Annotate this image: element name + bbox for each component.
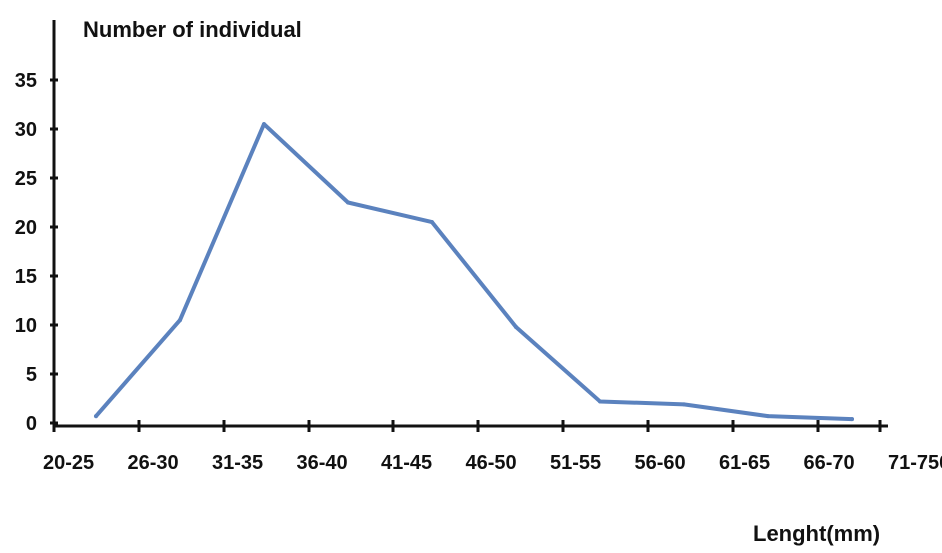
- x-tick-label: 66-70: [804, 452, 855, 474]
- x-tick-label: 61-65: [719, 452, 770, 474]
- data-point: [94, 414, 98, 419]
- x-tick-label: 20-25: [43, 452, 94, 474]
- x-tick-label: 46-50: [466, 452, 517, 474]
- data-points: [94, 122, 854, 422]
- series-line: [94, 122, 854, 422]
- x-ticks: 20-25 26-30 31-35 36-40 41-45 46-50 51-55 56-60…: [43, 420, 942, 474]
- data-point: [514, 324, 518, 329]
- y-tick-label: 0: [26, 413, 37, 435]
- y-tick-label: 25: [15, 168, 37, 190]
- x-tick-label: 31-35: [212, 452, 263, 474]
- data-point: [346, 200, 350, 205]
- y-tick-label: 35: [15, 70, 37, 92]
- x-tick-label: 71-750: [888, 452, 942, 474]
- x-axis-label: Lenght(mm): [753, 521, 880, 546]
- data-point: [682, 402, 686, 407]
- y-axis-label: Number of individual: [83, 17, 302, 42]
- y-tick-label: 10: [15, 315, 37, 337]
- x-tick-label: 36-40: [297, 452, 348, 474]
- y-tick-label: 5: [26, 364, 37, 386]
- y-tick-label: 20: [15, 217, 37, 239]
- data-point: [766, 414, 770, 419]
- x-tick-label: 41-45: [381, 452, 432, 474]
- data-point: [178, 318, 182, 323]
- y-tick-label: 15: [15, 266, 37, 288]
- y-tick-label: 30: [15, 119, 37, 141]
- x-tick-label: 56-60: [635, 452, 686, 474]
- data-point: [598, 399, 602, 404]
- y-ticks: 0 5 10 15 20 25 30 35: [15, 70, 58, 435]
- x-tick-label: 26-30: [128, 452, 179, 474]
- x-tick-label: 51-55: [550, 452, 601, 474]
- data-point: [850, 417, 854, 422]
- data-point: [430, 220, 434, 225]
- data-point: [262, 122, 266, 127]
